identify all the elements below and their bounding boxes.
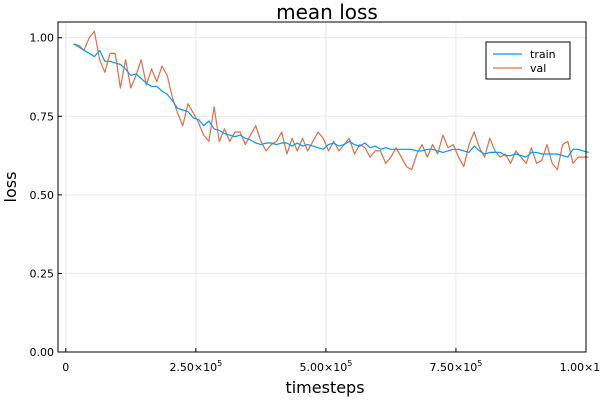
x-tick-label: 2.50×105 bbox=[169, 359, 222, 374]
legend-box bbox=[485, 41, 571, 80]
x-tick-label: 1.00×106 bbox=[560, 359, 600, 374]
series-layer bbox=[73, 30, 589, 171]
y-tick-label: 0.00 bbox=[30, 346, 55, 359]
chart-title: mean loss bbox=[276, 0, 378, 24]
x-tick-label: 5.00×105 bbox=[299, 359, 352, 374]
plot-frame bbox=[57, 21, 587, 353]
y-axis-label: loss bbox=[1, 172, 20, 203]
y-tick-label: 1.00 bbox=[30, 32, 55, 45]
x-tick-exponent: 5 bbox=[477, 359, 482, 368]
legend-label-train: train bbox=[530, 48, 556, 61]
series-line-val bbox=[73, 30, 589, 171]
y-tick-label: 0.50 bbox=[30, 189, 55, 202]
x-axis-label: timesteps bbox=[285, 378, 364, 397]
legend: train val bbox=[485, 41, 571, 80]
y-tick-label: 0.25 bbox=[30, 267, 55, 280]
axis-ticks: 0 2.50×105 5.00×105 7.50×105 1.00×106 0.00 0.2… bbox=[30, 32, 600, 374]
legend-label-val: val bbox=[530, 62, 546, 75]
x-tick-label: 7.50×105 bbox=[430, 359, 483, 374]
x-tick-exponent: 5 bbox=[217, 359, 222, 368]
y-tick-label: 0.75 bbox=[30, 110, 55, 123]
x-tick-label: 0 bbox=[62, 361, 69, 374]
x-tick-exponent: 5 bbox=[347, 359, 352, 368]
series-line-train bbox=[73, 43, 589, 158]
